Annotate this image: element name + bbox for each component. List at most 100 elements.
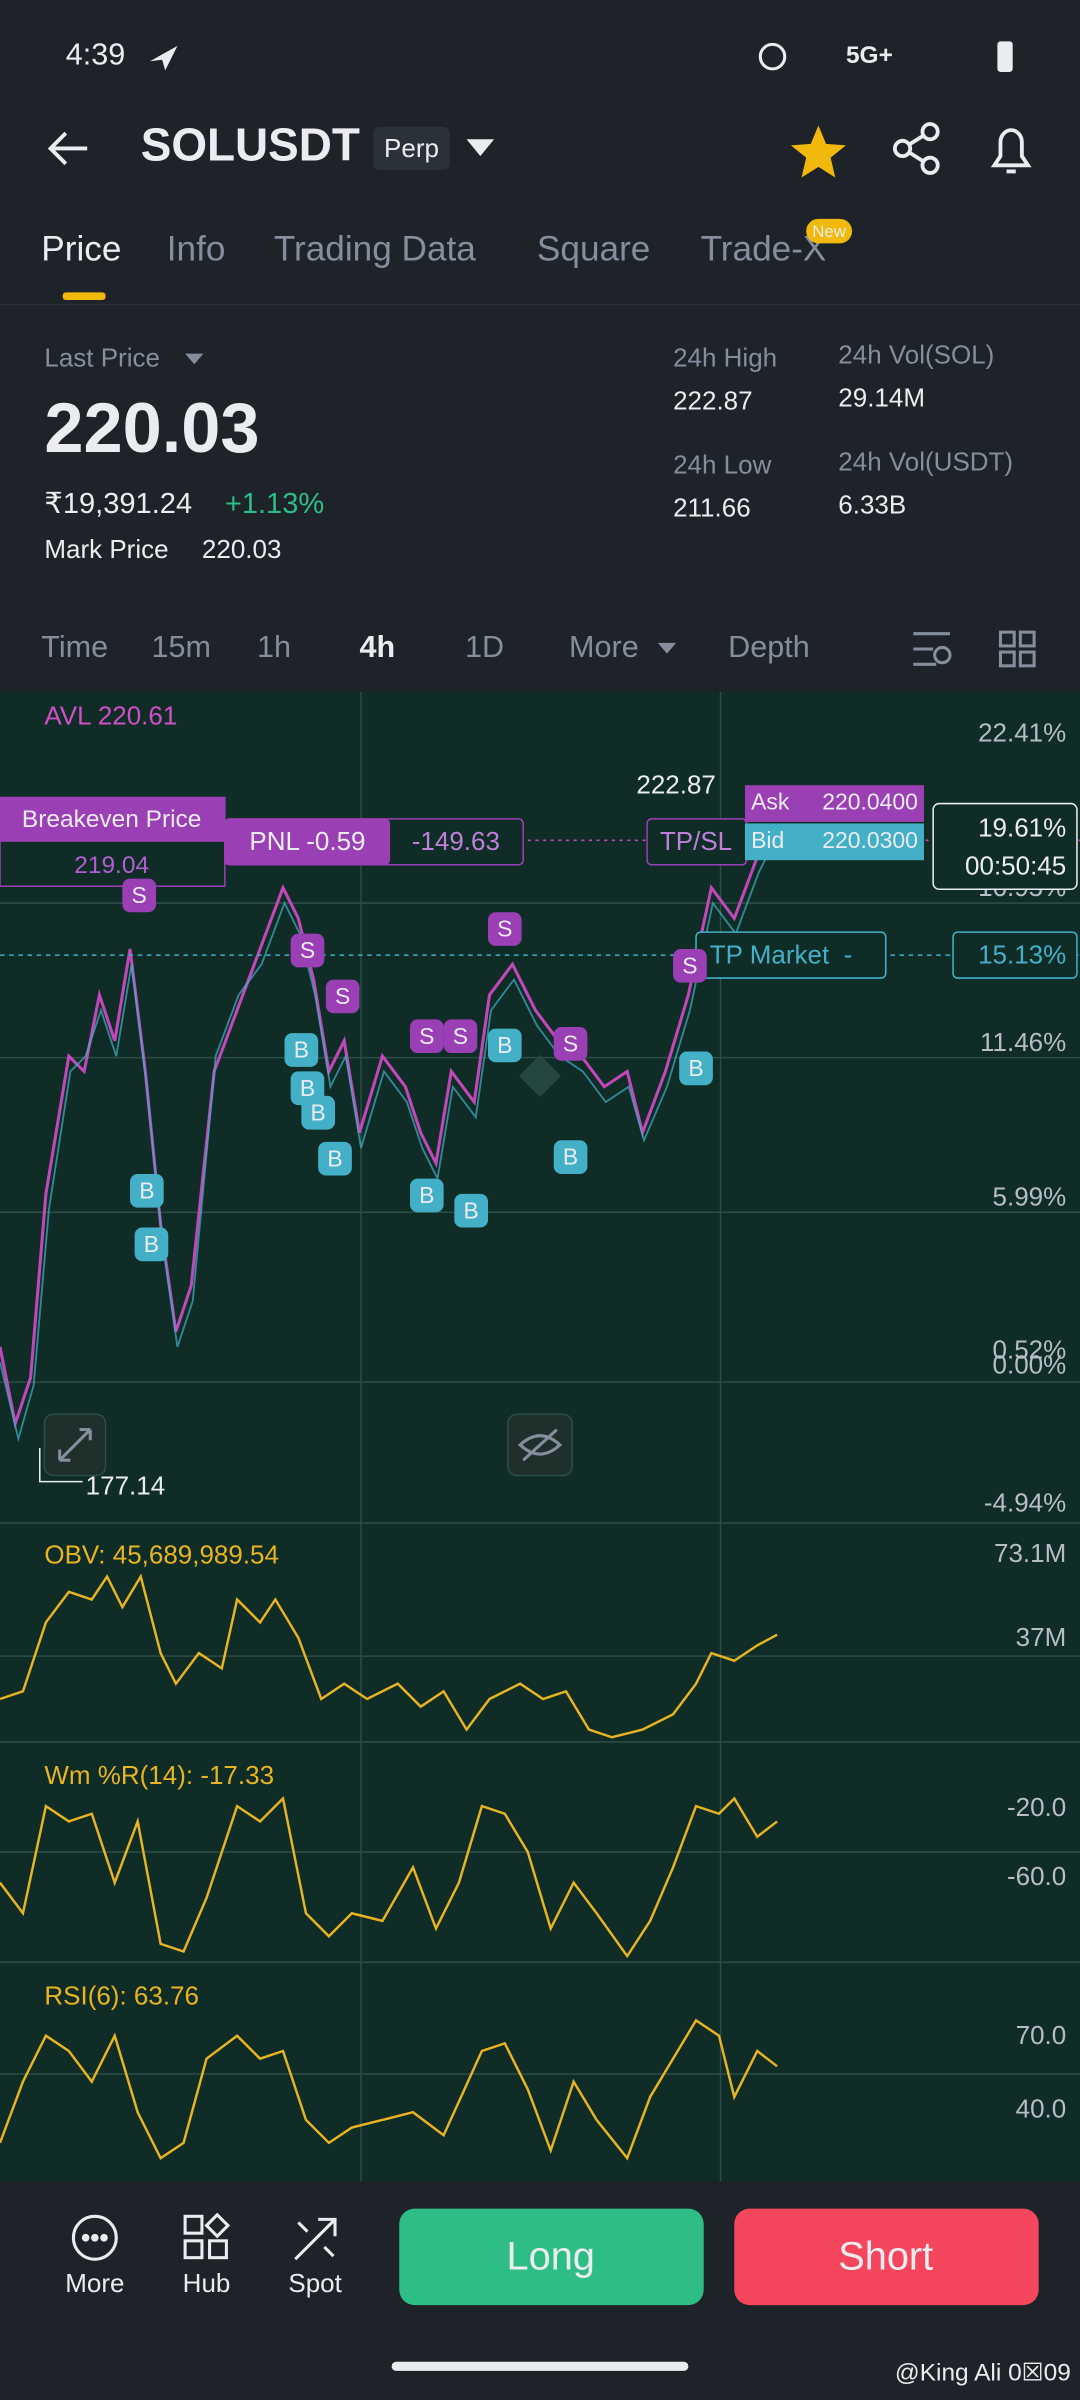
symbol-dropdown[interactable] <box>466 139 495 157</box>
bid-label: Bid <box>751 827 784 853</box>
price-line <box>0 833 774 1430</box>
obv-line <box>0 1573 778 1739</box>
nav-item[interactable]: More <box>65 2268 124 2298</box>
y-axis-label: 22.41% <box>978 718 1066 748</box>
tab[interactable]: Trading Data <box>274 229 476 268</box>
current-price-box <box>932 802 1078 891</box>
trade-marker-badge <box>122 878 157 913</box>
y-axis-label: 11.46% <box>980 1027 1066 1057</box>
y-axis-label: 5.99% <box>993 1181 1067 1211</box>
contract-type: Perp <box>384 133 439 163</box>
tab[interactable]: Square <box>537 229 650 268</box>
avl-label: AVL 220.61 <box>44 701 177 731</box>
mark-price: 220.03 <box>202 534 282 564</box>
short-button[interactable] <box>734 2208 1039 2306</box>
last-price-label: Last Price <box>44 343 160 373</box>
stat-value: 29.14M <box>838 382 925 412</box>
bid: 220.0300 <box>822 827 918 853</box>
ask: 220.0400 <box>822 789 918 815</box>
last-price: 220.03 <box>44 388 259 467</box>
indicator-axis-label: -60.0 <box>1007 1861 1066 1891</box>
tp-pct-box <box>952 931 1078 979</box>
home-indicator <box>391 2361 689 2371</box>
trade-marker: B <box>144 1231 159 1257</box>
trade-marker: S <box>682 952 697 978</box>
tp-pct: 15.13% <box>978 940 1066 970</box>
interval[interactable]: 4h <box>359 630 395 664</box>
interval[interactable]: 1h <box>257 630 291 664</box>
trade-marker: B <box>311 1099 326 1125</box>
interval[interactable]: 15m <box>151 630 210 664</box>
new-badge-text: New <box>812 222 847 241</box>
bottom-icons <box>71 2212 337 2261</box>
hide-icon <box>517 1428 563 1462</box>
watermark: @King Ali 0☒09 <box>895 2359 1071 2386</box>
y-axis-label: 0.52% <box>993 1334 1067 1364</box>
interval[interactable]: More <box>569 630 639 664</box>
tpsl: TP/SL <box>660 826 732 856</box>
trade-marker: S <box>453 1023 468 1049</box>
new-badge <box>806 218 853 244</box>
trade-marker: B <box>300 1075 315 1101</box>
price-wicks <box>0 841 775 1443</box>
tab[interactable]: Price <box>41 229 121 268</box>
trade-marker-badge <box>134 1227 169 1262</box>
trade-marker-badge <box>487 912 522 946</box>
trade-marker-badge <box>290 933 325 968</box>
interval[interactable]: Depth <box>728 630 810 664</box>
expand-icon <box>58 1428 92 1462</box>
symbol: SOLUSDT <box>141 119 360 171</box>
trade-marker: S <box>419 1023 434 1049</box>
rsi-line <box>0 2018 778 2161</box>
nav-item[interactable]: Spot <box>288 2268 342 2298</box>
long-label: Long <box>506 2235 594 2279</box>
indicator-axis-label: 40.0 <box>1016 2094 1067 2124</box>
trade-marker: S <box>132 882 147 908</box>
y-axis-label: 0.00% <box>993 1350 1067 1380</box>
stat-label: 24h High <box>673 343 777 373</box>
trade-marker: S <box>300 937 315 963</box>
chart-settings-button[interactable] <box>913 632 952 666</box>
layout-button[interactable] <box>998 630 1036 668</box>
interval[interactable]: Time <box>41 630 108 664</box>
alerts-button[interactable] <box>990 128 1032 174</box>
breakeven-header <box>0 797 225 842</box>
trade-marker-badge <box>409 1019 444 1054</box>
last-price-dropdown[interactable] <box>185 353 204 365</box>
tab[interactable]: Info <box>167 229 226 268</box>
trade-marker-badge <box>553 1140 588 1174</box>
current-pct: 19.61% <box>978 812 1066 842</box>
indicator-label: OBV: 45,689,989.54 <box>44 1540 279 1570</box>
interval[interactable]: 1D <box>465 630 504 664</box>
trade-marker: B <box>139 1177 154 1203</box>
wr-line <box>0 1795 778 1959</box>
breakeven-price: 219.04 <box>74 852 149 879</box>
mark-price-label: Mark Price <box>44 534 168 564</box>
trade-marker: S <box>335 983 350 1009</box>
perp-badge <box>373 127 450 170</box>
back-button[interactable] <box>47 131 88 166</box>
nav-item[interactable]: Hub <box>183 2268 231 2298</box>
share-button[interactable] <box>892 122 940 175</box>
trade-marker: B <box>688 1055 703 1081</box>
trade-marker: B <box>497 1032 512 1058</box>
tp-market: TP Market - <box>710 940 853 970</box>
more-dropdown[interactable] <box>657 642 677 654</box>
trade-marker-badge <box>325 979 360 1014</box>
trade-marker-badge <box>487 1028 522 1063</box>
favorite-star[interactable] <box>790 125 846 178</box>
tab[interactable]: Trade-X <box>701 229 827 268</box>
ask-box <box>744 785 924 822</box>
trade-marker-badge <box>301 1095 336 1130</box>
trade-marker-badge <box>673 948 707 983</box>
indicator-label: RSI(6): 63.76 <box>44 1980 199 2010</box>
low-marker <box>39 1447 83 1483</box>
trade-marker-badge <box>679 1051 713 1086</box>
trade-marker: B <box>563 1144 578 1170</box>
stat-label: 24h Low <box>673 450 771 480</box>
network-type: 5G+ <box>846 42 893 69</box>
indicator-axis-label: 37M <box>1016 1622 1067 1652</box>
trade-marker-badge <box>443 1019 478 1054</box>
long-button[interactable] <box>399 2208 704 2306</box>
